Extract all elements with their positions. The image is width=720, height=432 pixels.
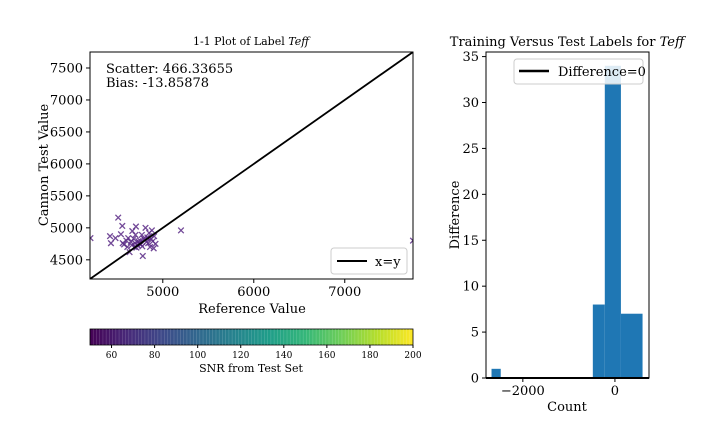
colorbar-tick-label: 80: [149, 351, 161, 361]
scatter-point: [124, 243, 131, 251]
colorbar-tick-label: 120: [232, 351, 249, 361]
identity-line: [90, 52, 413, 279]
y-tick-label: 4500: [50, 253, 83, 268]
histogram-legend: Difference=0: [513, 58, 646, 85]
histogram-x-tick-label: −2000: [501, 384, 545, 399]
histogram-legend-box: [513, 58, 644, 85]
y-tick-label: 5000: [50, 221, 83, 236]
colorbar-ticks: 60 80 100 120 140 160 180 200: [106, 345, 422, 361]
colorbar-tick-label: 180: [361, 351, 378, 361]
scatter-x-ticks: 5000 6000 7000: [146, 279, 361, 300]
y-tick-label: 6000: [50, 157, 83, 172]
x-tick-label: 5000: [146, 285, 179, 300]
histogram-bars: [486, 65, 649, 379]
bias-stat: Bias: -13.85878: [106, 76, 209, 91]
colorbar: 60 80 100 120 140 160 180 200 SNR from Test Set: [89, 328, 422, 375]
colorbar-gradient: [89, 328, 414, 346]
histogram-y-tick-label: 20: [462, 188, 479, 203]
colorbar-tick-label: 140: [275, 351, 292, 361]
scatter-y-label: Cannon Test Value: [37, 104, 52, 227]
histogram-y-ticks: 0 5 10 15 20 25 30 35: [462, 50, 486, 387]
scatter-point: [132, 223, 140, 230]
x-tick-label: 6000: [237, 285, 270, 300]
scatter-point: [106, 232, 114, 240]
scatter-point: [124, 234, 132, 242]
scatter-point: [130, 235, 137, 242]
y-tick-label: 7500: [50, 61, 83, 76]
y-tick-label: 5500: [50, 189, 83, 204]
scatter-axes-frame: [89, 51, 414, 280]
scatter-point: [114, 214, 122, 221]
colorbar-tick-label: 160: [318, 351, 335, 361]
scatter-point: [107, 239, 115, 247]
histogram-x-tick-label: 0: [611, 384, 619, 399]
colorbar-tick-label: 60: [106, 351, 118, 361]
histogram-y-tick-label: 25: [462, 142, 479, 157]
scatter-x-label: Reference Value: [198, 302, 306, 317]
histogram-y-tick-label: 30: [462, 96, 479, 111]
scatter-point: [117, 230, 125, 238]
scatter-point: [409, 237, 413, 244]
histogram-x-ticks: −2000 0: [501, 378, 619, 399]
histogram-y-tick-label: 0: [471, 372, 479, 387]
colorbar-tick-label: 200: [404, 351, 421, 361]
histogram-y-tick-label: 10: [462, 280, 479, 295]
scatter-point: [132, 231, 139, 239]
colorbar-bands: [92, 329, 411, 345]
colorbar-label: SNR from Test Set: [199, 362, 303, 375]
histogram-y-tick-label: 15: [462, 234, 479, 249]
histogram-legend-label: Difference=0: [558, 65, 646, 80]
scatter-title: 1-1 Plot of Label Teff: [193, 35, 311, 48]
histogram-bar: [592, 304, 605, 378]
scatter-point: [150, 245, 157, 252]
histogram-title: Training Versus Test Labels for Teff: [450, 35, 687, 50]
scatter-point: [144, 239, 152, 247]
histogram-x-label: Count: [547, 400, 588, 415]
scatter-point: [148, 227, 156, 234]
scatter-legend: x=y: [330, 247, 408, 275]
histogram-y-tick-label: 35: [462, 50, 479, 65]
scatter-point: [177, 227, 185, 234]
histogram-axes-frame: [485, 51, 650, 379]
histogram-panel: Training Versus Test Labels for Teff −20…: [448, 35, 687, 415]
scatter-legend-label: x=y: [375, 255, 401, 270]
histogram-bar: [620, 313, 643, 378]
scatter-point: [139, 252, 147, 260]
y-tick-label: 7000: [50, 93, 83, 108]
histogram-bar: [491, 368, 501, 378]
scatter-point: [119, 222, 126, 230]
scatter-point: [138, 231, 146, 239]
histogram-y-tick-label: 5: [471, 326, 479, 341]
scatter-point: [142, 224, 149, 232]
scatter-point: [146, 243, 154, 251]
colorbar-tick-label: 100: [189, 351, 206, 361]
x-tick-label: 7000: [328, 285, 361, 300]
scatter-legend-box: [330, 247, 408, 275]
scatter-y-ticks: 4500 5000 5500 6000 6500 7000 7500: [50, 61, 90, 268]
histogram-y-label: Difference: [448, 180, 463, 249]
scatter-point: [152, 240, 159, 248]
y-tick-label: 6500: [50, 125, 83, 140]
scatter-panel: 1-1 Plot of Label Teff 5000 6000 7000 4500…: [37, 35, 414, 317]
histogram-bar: [604, 65, 621, 378]
scatter-point: [112, 234, 119, 242]
scatter-stat: Scatter: 466.33655: [106, 62, 233, 77]
